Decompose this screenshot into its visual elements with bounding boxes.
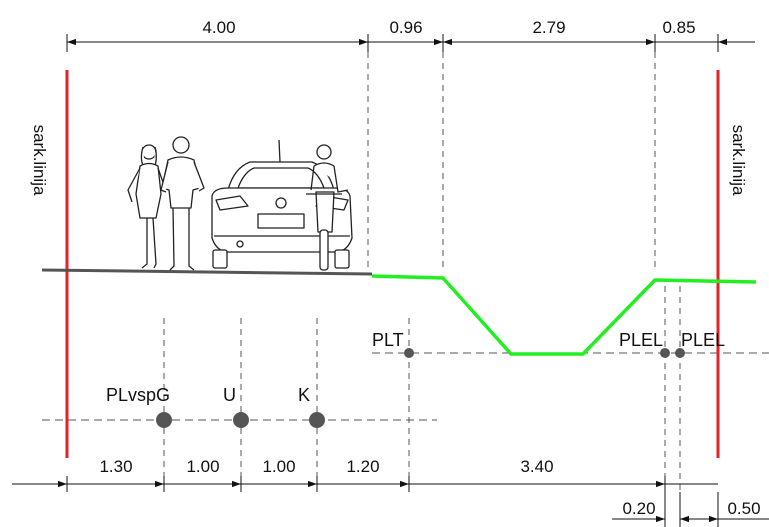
point-plel-2 [675, 348, 685, 358]
bottom-dim-3: 1.00 [262, 457, 295, 476]
bottom-small-dim-1: 0.20 [622, 499, 655, 518]
road-surface [41, 268, 373, 276]
label-plt: PLT [372, 330, 404, 350]
label-plel-1: PLEL [619, 330, 663, 350]
point-plt [404, 348, 414, 358]
top-dim-3: 2.79 [532, 18, 565, 37]
top-dim-4: 0.85 [662, 18, 695, 37]
bottom-small-dimension-chain: 0.20 0.50 [612, 492, 769, 527]
label-u: U [223, 385, 236, 405]
right-boundary-label: sark.linija [729, 125, 748, 196]
point-plvspg [156, 412, 172, 428]
top-dimension-chain: 4.00 0.96 2.79 0.85 [66, 18, 755, 52]
bottom-dim-4: 1.20 [346, 457, 379, 476]
vertical-guides [163, 52, 681, 494]
label-k: K [298, 385, 310, 405]
label-plel-2: PLEL [681, 330, 725, 350]
survey-points: PLvspG U K PLT PLEL PLEL [106, 330, 725, 428]
bottom-dim-5: 3.40 [520, 457, 553, 476]
bottom-dimension-chain: 1.30 1.00 1.00 1.20 3.40 [12, 457, 718, 492]
green-terrain-profile [371, 274, 757, 356]
point-u [233, 412, 249, 428]
bottom-dim-2: 1.00 [186, 457, 219, 476]
top-dim-1: 4.00 [202, 18, 235, 37]
bottom-small-dim-2: 0.50 [727, 499, 760, 518]
label-plvspg: PLvspG [106, 385, 170, 405]
top-dim-2: 0.96 [389, 18, 422, 37]
cyclist-icon [306, 144, 349, 271]
pedestrian-couple-icon [127, 136, 205, 271]
bottom-dim-1: 1.30 [99, 457, 132, 476]
point-k [309, 412, 325, 428]
left-boundary-label: sark.linija [30, 125, 49, 196]
point-plel-1 [660, 348, 670, 358]
